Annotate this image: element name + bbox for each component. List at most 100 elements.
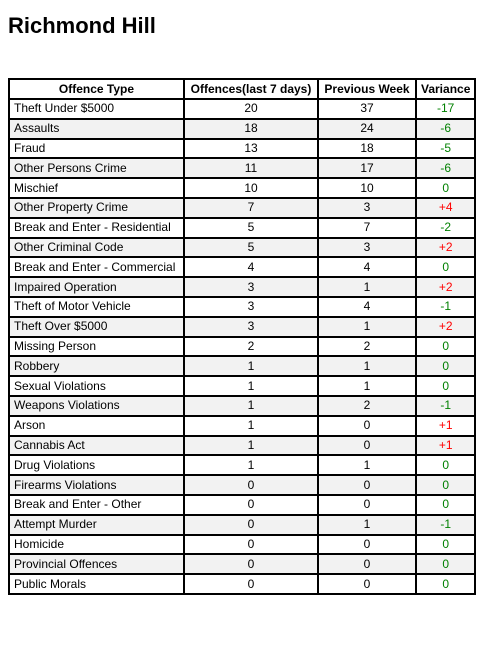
cell-offences-last-7-days: 0 [183,573,319,595]
cell-previous-week: 1 [317,513,417,536]
cell-variance: -1 [414,513,477,536]
table-header-row: Offence Type Offences(last 7 days) Previ… [8,78,477,100]
cell-variance: 0 [414,533,477,556]
table-row: Theft Under $5000 20 37 -17 [8,98,477,120]
cell-offences-last-7-days: 0 [183,474,319,496]
cell-offence-type: Break and Enter - Commercial [8,256,185,279]
cell-variance: 0 [414,177,477,199]
cell-previous-week: 24 [317,117,417,140]
table-row: Attempt Murder 0 1 -1 [8,513,477,536]
cell-previous-week: 7 [317,216,417,239]
cell-offences-last-7-days: 0 [183,513,319,536]
cell-variance: -1 [414,295,477,318]
cell-offence-type: Sexual Violations [8,375,185,397]
cell-variance: -2 [414,216,477,239]
cell-variance: -5 [414,137,477,160]
cell-offences-last-7-days: 2 [183,335,319,358]
cell-previous-week: 0 [317,553,417,576]
cell-offences-last-7-days: 1 [183,434,319,457]
cell-offence-type: Impaired Operation [8,276,185,298]
cell-offences-last-7-days: 11 [183,157,319,180]
cell-offences-last-7-days: 3 [183,295,319,318]
table-body: Theft Under $5000 20 37 -17 Assaults 18 24 -6 Fr… [8,98,477,595]
cell-offence-type: Other Persons Crime [8,157,185,180]
cell-variance: -1 [414,394,477,417]
table-row: Theft of Motor Vehicle 3 4 -1 [8,295,477,318]
cell-previous-week: 17 [317,157,417,180]
cell-previous-week: 37 [317,98,417,120]
table-row: Assaults 18 24 -6 [8,117,477,140]
cell-variance: 0 [414,474,477,496]
cell-variance: +2 [414,315,477,338]
cell-offences-last-7-days: 1 [183,355,319,378]
cell-variance: +1 [414,414,477,437]
cell-variance: +1 [414,434,477,457]
cell-variance: -17 [414,98,477,120]
cell-variance: -6 [414,117,477,140]
page-title: Richmond Hill [8,13,156,38]
cell-offence-type: Other Criminal Code [8,236,185,259]
table-row: Homicide 0 0 0 [8,533,477,556]
cell-offence-type: Robbery [8,355,185,378]
cell-offences-last-7-days: 1 [183,394,319,417]
cell-variance: 0 [414,573,477,595]
table-row: Mischief 10 10 0 [8,177,477,199]
cell-previous-week: 2 [317,394,417,417]
table-row: Arson 1 0 +1 [8,414,477,437]
table-row: Firearms Violations 0 0 0 [8,474,477,496]
cell-previous-week: 2 [317,335,417,358]
table-row: Break and Enter - Commercial 4 4 0 [8,256,477,279]
cell-previous-week: 3 [317,196,417,219]
header-previous-week: Previous Week [317,78,417,100]
table-row: Public Morals 0 0 0 [8,573,477,595]
table-row: Fraud 13 18 -5 [8,137,477,160]
cell-previous-week: 1 [317,276,417,298]
cell-offences-last-7-days: 10 [183,177,319,199]
cell-offences-last-7-days: 5 [183,236,319,259]
cell-previous-week: 1 [317,315,417,338]
cell-offence-type: Theft of Motor Vehicle [8,295,185,318]
cell-previous-week: 1 [317,375,417,397]
cell-offence-type: Public Morals [8,573,185,595]
table-row: Robbery 1 1 0 [8,355,477,378]
cell-previous-week: 0 [317,434,417,457]
table-row: Break and Enter - Residential 5 7 -2 [8,216,477,239]
header-variance: Variance [414,78,477,100]
cell-variance: 0 [414,553,477,576]
cell-previous-week: 4 [317,295,417,318]
table-row: Missing Person 2 2 0 [8,335,477,358]
cell-offences-last-7-days: 5 [183,216,319,239]
cell-offences-last-7-days: 4 [183,256,319,279]
cell-previous-week: 18 [317,137,417,160]
cell-previous-week: 1 [317,355,417,378]
cell-offences-last-7-days: 18 [183,117,319,140]
cell-offence-type: Firearms Violations [8,474,185,496]
cell-offences-last-7-days: 1 [183,414,319,437]
cell-offences-last-7-days: 7 [183,196,319,219]
table-row: Other Property Crime 7 3 +4 [8,196,477,219]
cell-offence-type: Provincial Offences [8,553,185,576]
table-row: Weapons Violations 1 2 -1 [8,394,477,417]
table-row: Impaired Operation 3 1 +2 [8,276,477,298]
cell-offence-type: Homicide [8,533,185,556]
cell-offence-type: Fraud [8,137,185,160]
cell-offence-type: Assaults [8,117,185,140]
cell-variance: -6 [414,157,477,180]
cell-previous-week: 0 [317,533,417,556]
cell-offence-type: Theft Over $5000 [8,315,185,338]
cell-offences-last-7-days: 20 [183,98,319,120]
cell-offence-type: Break and Enter - Residential [8,216,185,239]
cell-offence-type: Mischief [8,177,185,199]
cell-offences-last-7-days: 0 [183,533,319,556]
cell-previous-week: 3 [317,236,417,259]
cell-offence-type: Attempt Murder [8,513,185,536]
cell-previous-week: 4 [317,256,417,279]
header-offence-type: Offence Type [8,78,185,100]
cell-previous-week: 10 [317,177,417,199]
header-offences-last-7-days: Offences(last 7 days) [183,78,319,100]
cell-offence-type: Drug Violations [8,454,185,477]
table-row: Sexual Violations 1 1 0 [8,375,477,397]
cell-variance: 0 [414,375,477,397]
table-row: Other Criminal Code 5 3 +2 [8,236,477,259]
cell-offences-last-7-days: 1 [183,454,319,477]
